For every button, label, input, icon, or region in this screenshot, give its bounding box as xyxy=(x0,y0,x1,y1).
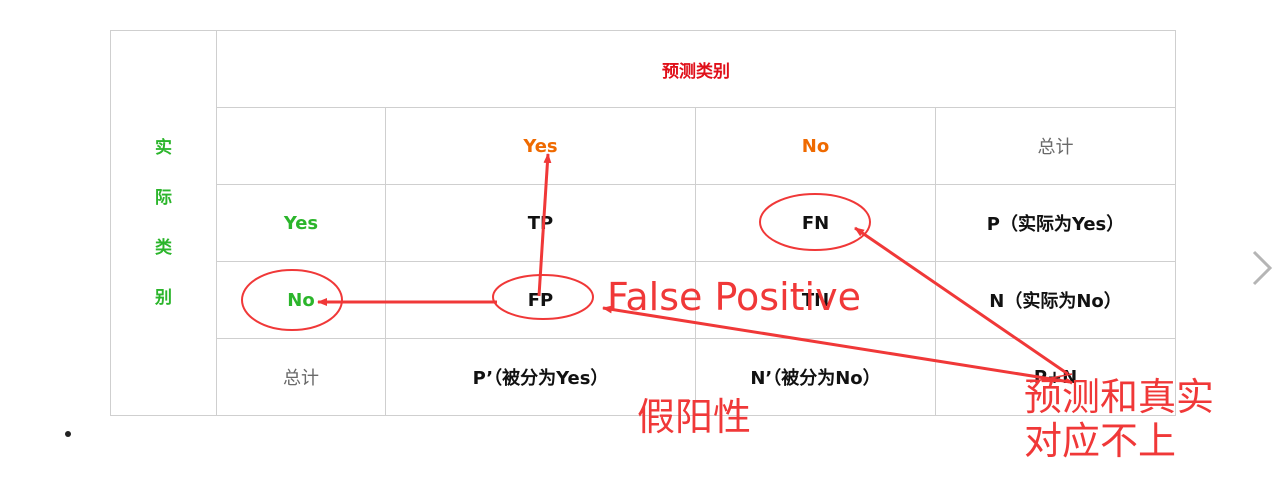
fp-circle xyxy=(492,274,594,320)
cell-n-actual-no: N（实际为No） xyxy=(935,261,1176,339)
row-label-yes: Yes xyxy=(216,184,386,262)
arrow-pn-to-fp xyxy=(602,305,1071,384)
row-label-total: 总计 xyxy=(216,338,386,416)
chevron-right-icon[interactable] xyxy=(1250,248,1274,288)
actual-label-char: 际 xyxy=(155,188,172,208)
false-positive-chinese-annotation: 假阳性 xyxy=(637,395,752,439)
false-positive-annotation: False Positive xyxy=(607,275,861,319)
col-header-total: 总计 xyxy=(935,107,1176,185)
actual-label-char: 实 xyxy=(155,138,172,158)
cell-p-prime: P’（被分为Yes） xyxy=(385,338,696,416)
arrow-pn-pointer xyxy=(1029,373,1073,383)
col-header-no: No xyxy=(695,107,936,185)
actual-class-label: 实 际 类 别 xyxy=(110,30,217,416)
actual-label-char: 类 xyxy=(155,238,172,258)
no-circle xyxy=(241,269,343,331)
cell-tn: TN xyxy=(695,261,936,339)
confusion-matrix-table: 实 际 类 别 预测类别 Yes No 总计 Yes TP FN P（实际为Ye… xyxy=(110,30,1176,416)
col-header-yes: Yes xyxy=(385,107,696,185)
fn-circle xyxy=(759,193,871,251)
arrow-fp-to-yes xyxy=(537,153,552,297)
predicted-class-header: 预测类别 xyxy=(216,30,1176,108)
actual-label-char: 别 xyxy=(155,288,172,308)
mismatch-annotation: 预测和真实 对应不上 xyxy=(1024,375,1215,463)
cell-p-actual-yes: P（实际为Yes） xyxy=(935,184,1176,262)
arrow-pn-to-fn xyxy=(854,226,1069,376)
bullet-dot-icon xyxy=(65,431,71,437)
cell-n-prime: N’（被分为No） xyxy=(695,338,936,416)
